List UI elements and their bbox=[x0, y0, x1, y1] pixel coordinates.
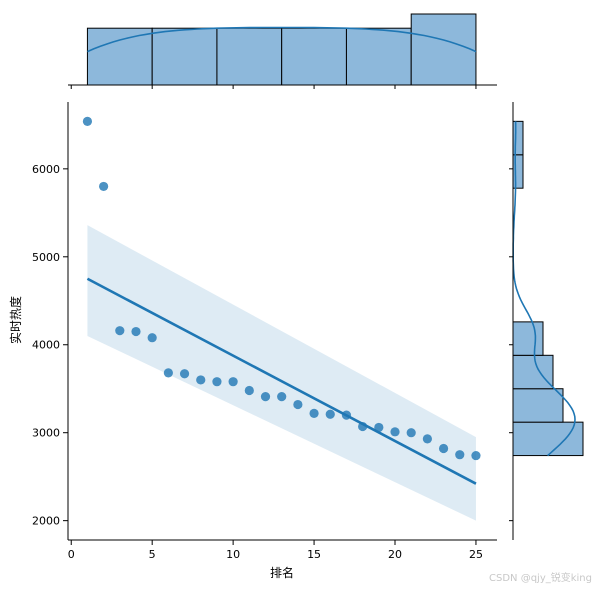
x-tick-label: 5 bbox=[149, 548, 156, 561]
x-axis-label: 排名 bbox=[270, 565, 294, 580]
data-point bbox=[115, 326, 125, 336]
data-point bbox=[325, 409, 335, 419]
y-hist-bar bbox=[512, 321, 544, 356]
data-point bbox=[131, 326, 141, 337]
regression-line bbox=[86, 277, 477, 485]
x-hist-bar bbox=[345, 27, 412, 86]
data-point bbox=[406, 428, 416, 438]
x-hist-bar bbox=[281, 27, 347, 86]
y-tick-label: 3000 bbox=[32, 427, 60, 440]
scatter-panel: 0 5 10 15 20 25 2000 3000 4000 5000 6000 bbox=[32, 102, 497, 561]
data-point bbox=[471, 450, 481, 461]
data-point bbox=[228, 377, 238, 387]
data-point bbox=[163, 368, 173, 378]
y-hist-bar bbox=[512, 421, 584, 457]
data-point bbox=[260, 392, 271, 402]
data-point bbox=[309, 408, 319, 418]
data-point bbox=[196, 375, 206, 385]
data-point bbox=[244, 385, 254, 396]
x-tick-label: 0 bbox=[68, 548, 75, 561]
data-point bbox=[99, 181, 109, 192]
x-hist-bar bbox=[86, 27, 153, 86]
confidence-band bbox=[87, 225, 476, 521]
y-tick-label: 5000 bbox=[32, 251, 60, 264]
x-marginal-histogram bbox=[68, 13, 497, 89]
data-point bbox=[374, 422, 384, 433]
y-axis-label: 实时热度 bbox=[8, 296, 23, 344]
data-point bbox=[82, 116, 93, 126]
data-point bbox=[390, 427, 400, 437]
x-tick-label: 20 bbox=[388, 548, 402, 561]
data-point bbox=[455, 450, 465, 460]
y-hist-bar bbox=[512, 354, 554, 390]
data-point bbox=[358, 421, 368, 432]
x-kde-curve bbox=[87, 26, 477, 53]
data-point bbox=[179, 369, 190, 379]
y-kde-curve bbox=[512, 121, 576, 457]
x-tick-label: 25 bbox=[469, 548, 483, 561]
data-point bbox=[147, 333, 157, 343]
x-tick-label: 10 bbox=[226, 548, 240, 561]
data-point bbox=[293, 399, 303, 410]
x-hist-bar bbox=[410, 13, 477, 86]
y-marginal-histogram bbox=[509, 102, 584, 540]
data-point bbox=[277, 392, 287, 402]
y-hist-bar bbox=[512, 388, 564, 423]
watermark: CSDN @qjy_锐变king bbox=[489, 573, 592, 584]
x-hist-bar bbox=[216, 27, 283, 86]
y-tick-label: 6000 bbox=[32, 163, 60, 176]
data-point bbox=[341, 410, 352, 420]
data-point bbox=[422, 434, 432, 444]
data-point bbox=[212, 377, 222, 387]
x-tick-label: 15 bbox=[307, 548, 321, 561]
y-tick-label: 4000 bbox=[32, 339, 60, 352]
x-hist-bar bbox=[151, 27, 218, 86]
data-point bbox=[438, 443, 449, 454]
y-tick-label: 2000 bbox=[32, 515, 60, 528]
